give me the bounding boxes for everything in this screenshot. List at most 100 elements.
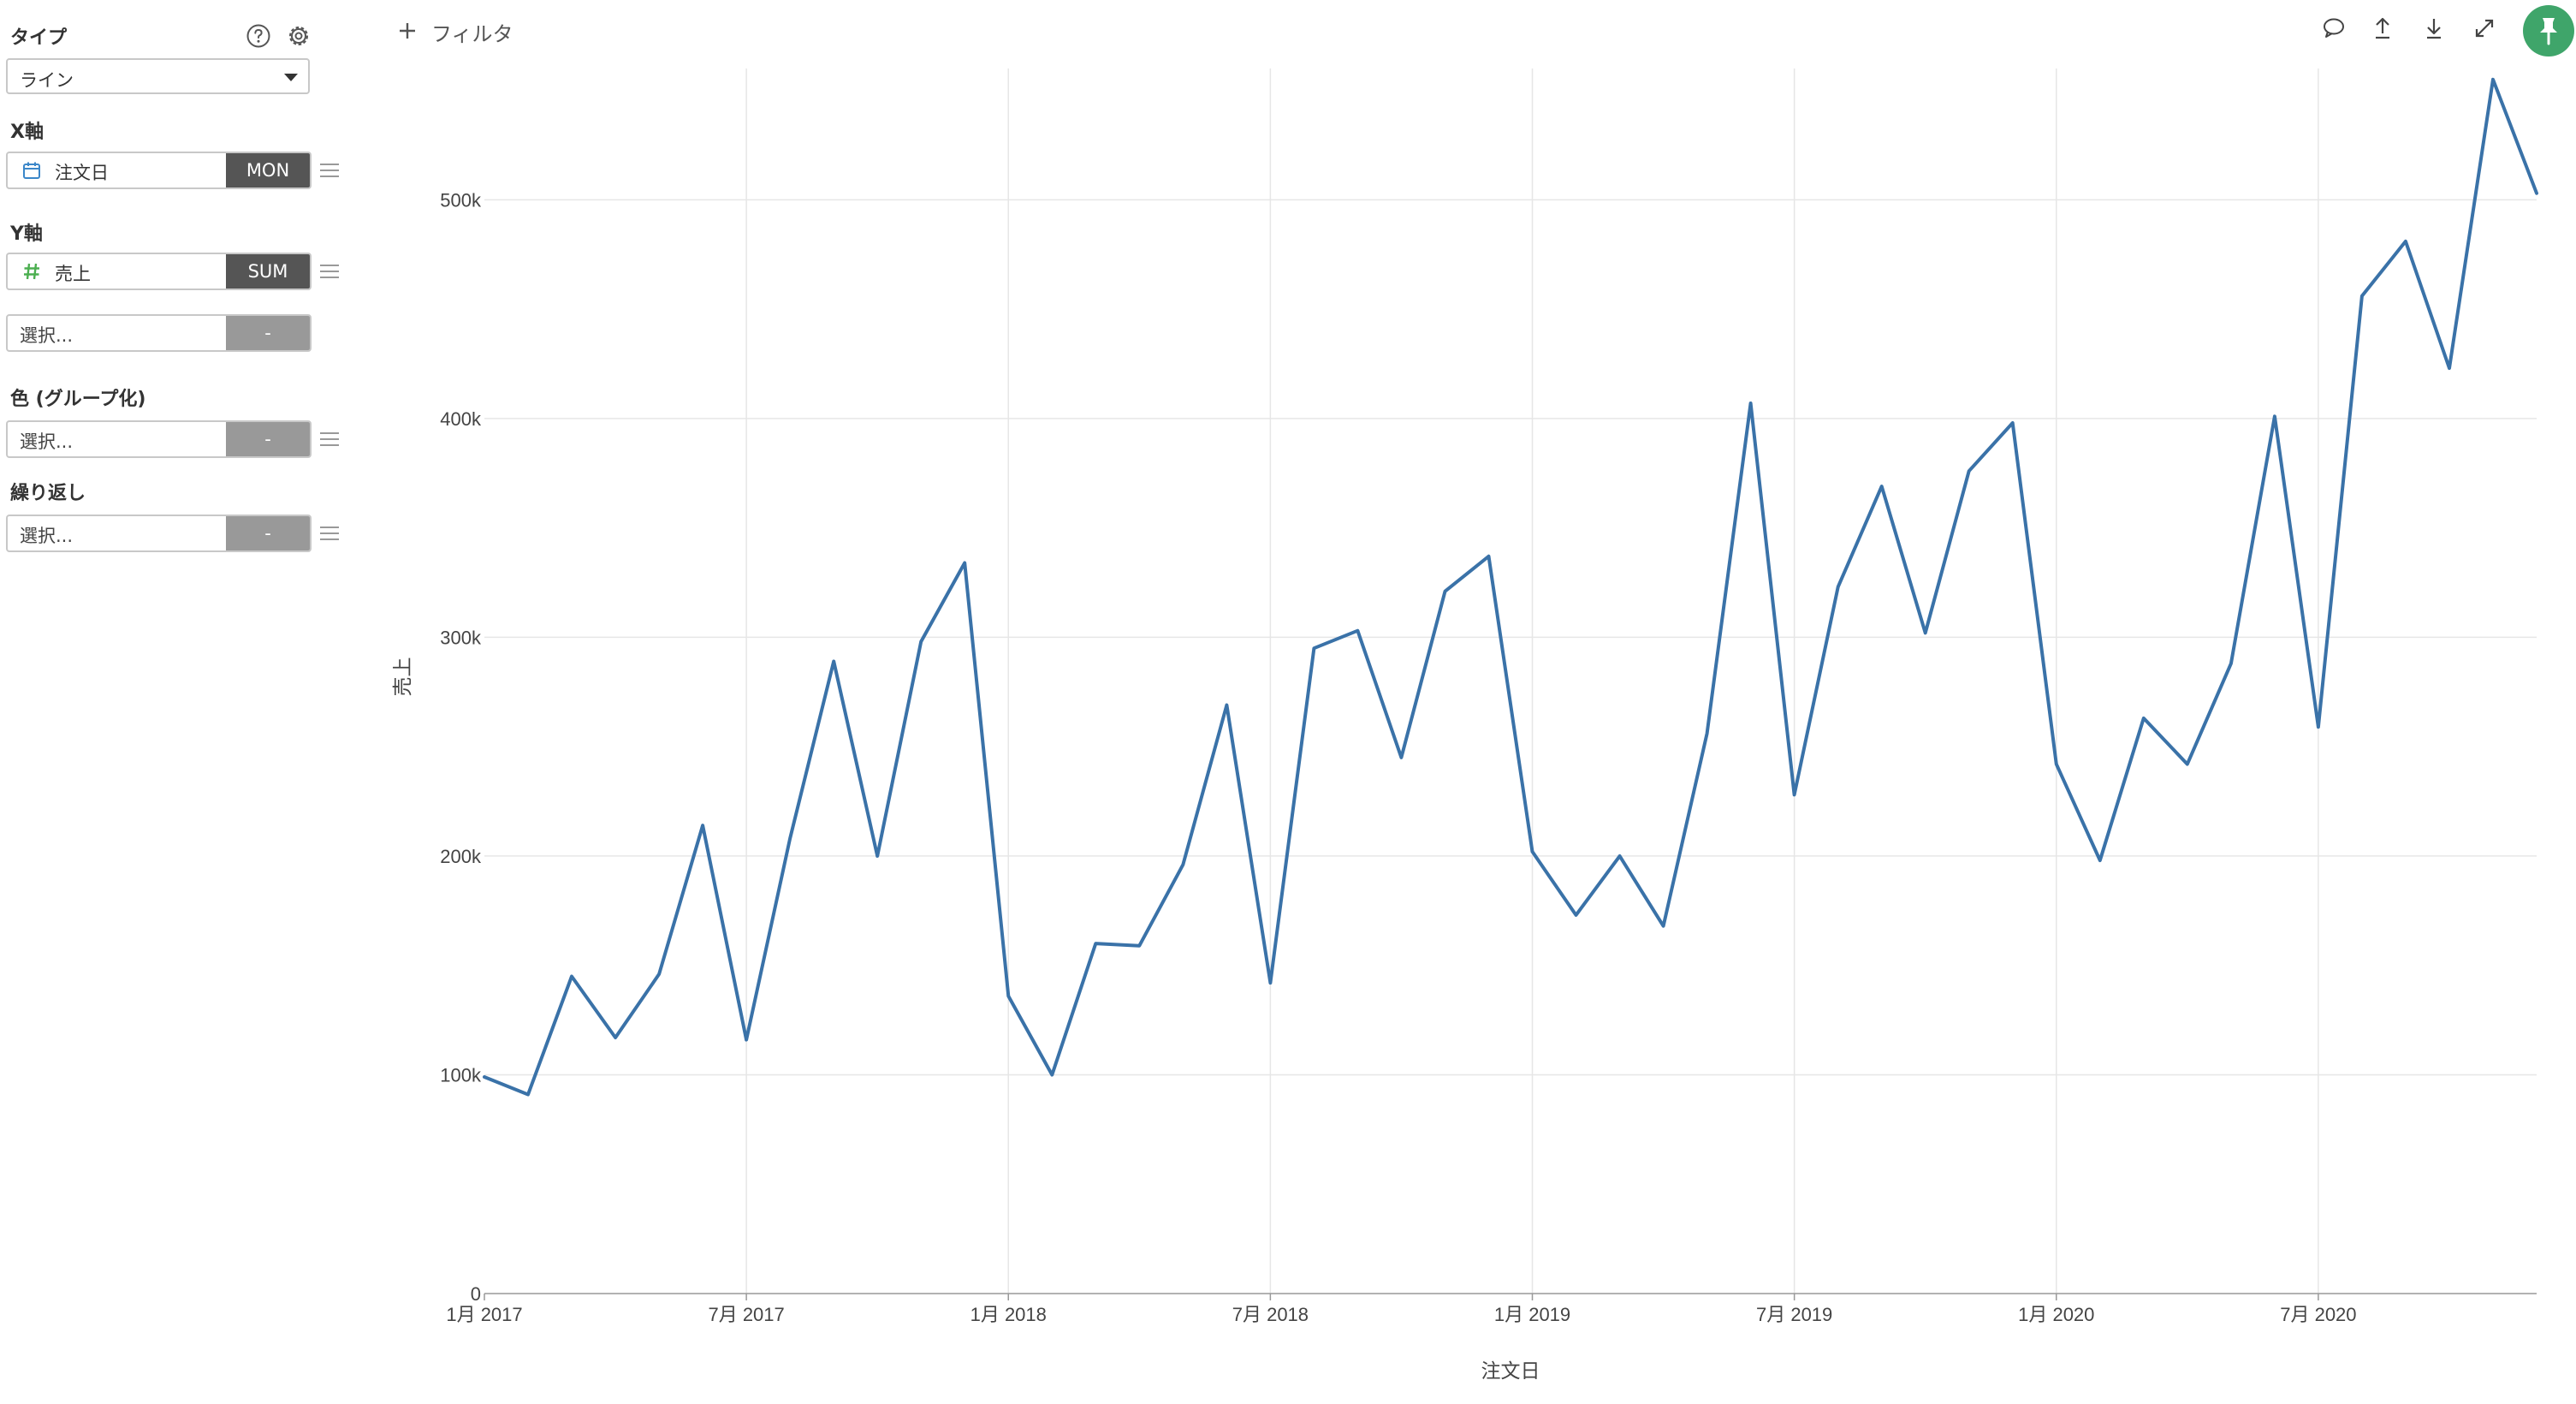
hash-icon [24, 263, 39, 280]
x-axis-drag-handle-icon[interactable] [320, 164, 339, 177]
chart-type-select[interactable]: ライン [6, 58, 310, 94]
data-point [962, 561, 967, 566]
repeat-section-label: 繰り返し [10, 483, 86, 504]
chart-type-value: ライン [20, 70, 74, 91]
x-axis-field: 注文日 MON [6, 152, 312, 189]
repeat-drag-handle-icon[interactable] [320, 526, 339, 540]
add-filter-label: フィルタ [431, 22, 513, 46]
data-point [1836, 585, 1841, 590]
type-section-label: タイプ [10, 27, 68, 49]
chart-canvas: 0 100k 200k 300k 400k 500k 1月 2017 7月 2017 1月 20… [392, 68, 2539, 1383]
chevron-down-icon [284, 74, 298, 81]
x-tick-label: 1月 2017 [446, 1304, 522, 1325]
help-icon[interactable] [246, 23, 271, 49]
y-tick-label: 0 [471, 1283, 481, 1305]
data-point [2054, 762, 2059, 767]
x-tick-label: 7月 2019 [1756, 1304, 1832, 1325]
y-axis-aggregation-button[interactable]: SUM [226, 254, 310, 289]
y-axis-section-label: Y軸 [10, 223, 43, 245]
data-point [1530, 849, 1535, 854]
data-point [1006, 993, 1011, 998]
series-line [483, 77, 2538, 1097]
data-point [1180, 862, 1185, 867]
data-point [1617, 854, 1623, 859]
plus-icon [400, 23, 415, 39]
data-point [787, 836, 792, 841]
data-point [1355, 628, 1360, 634]
x-tick-label: 1月 2018 [970, 1304, 1047, 1325]
y-axis-title: 売上 [392, 657, 414, 697]
y-axis-drag-handle-icon[interactable] [320, 265, 339, 278]
x-tick-label: 7月 2017 [708, 1304, 784, 1325]
x-tick-label: 1月 2020 [2018, 1304, 2094, 1325]
pin-icon [2540, 18, 2557, 45]
pin-button[interactable] [2523, 5, 2574, 57]
data-point [2534, 191, 2539, 196]
data-point [2272, 413, 2277, 419]
chart-settings-sidebar: タイプ ライン X軸 注文日 [0, 0, 368, 1404]
y-axis-field-name: 売上 [55, 264, 91, 284]
y-axis-extra-aggregation-button[interactable]: - [226, 316, 310, 350]
data-point [2141, 716, 2146, 721]
y-tick-label: 200k [440, 846, 482, 867]
y-tick-label: 500k [440, 189, 482, 211]
data-point [875, 854, 880, 859]
data-point [2403, 239, 2408, 244]
data-point [1442, 589, 1447, 594]
color-field: 選択... - [6, 420, 312, 458]
expand-icon[interactable] [2472, 15, 2497, 41]
data-point [2185, 762, 2190, 767]
color-field-selector[interactable]: 選択... [8, 422, 228, 456]
data-point [2359, 294, 2365, 299]
data-point [656, 972, 662, 977]
x-tick-label: 7月 2018 [1232, 1304, 1309, 1325]
y-axis-field-selector[interactable]: 売上 [8, 254, 228, 289]
data-point [2010, 420, 2015, 425]
data-point [1748, 401, 1754, 406]
y-axis-extra-field: 選択... - [6, 314, 312, 352]
x-axis-section-label: X軸 [10, 122, 44, 143]
download-icon[interactable] [2421, 15, 2447, 41]
repeat-field: 選択... - [6, 515, 312, 552]
repeat-aggregation-button[interactable]: - [226, 516, 310, 550]
data-point [2098, 858, 2103, 863]
color-drag-handle-icon[interactable] [320, 432, 339, 446]
data-point [1224, 703, 1229, 708]
y-axis-field: 売上 SUM [6, 253, 312, 290]
y-axis-extra-field-selector[interactable]: 選択... [8, 316, 228, 350]
data-point [525, 1092, 531, 1097]
gear-icon[interactable] [285, 22, 312, 50]
color-field-placeholder: 選択... [20, 431, 74, 452]
x-axis-title: 注文日 [1481, 1360, 1540, 1383]
y-tick-label: 300k [440, 627, 482, 648]
data-point [1093, 941, 1098, 946]
data-point [831, 659, 836, 664]
data-point [1661, 924, 1666, 929]
repeat-field-selector[interactable]: 選択... [8, 516, 228, 550]
upload-icon[interactable] [2370, 15, 2395, 41]
data-point [1705, 731, 1710, 736]
y-tick-label: 100k [440, 1064, 482, 1086]
data-point [2447, 366, 2452, 371]
y-tick-label: 400k [440, 408, 482, 430]
x-axis-aggregation-button[interactable]: MON [226, 153, 310, 187]
data-point [1398, 755, 1404, 760]
data-point [2316, 724, 2321, 729]
x-axis-field-selector[interactable]: 注文日 [8, 153, 228, 187]
x-tick-label: 1月 2019 [1494, 1304, 1570, 1325]
line-chart: 0 100k 200k 300k 400k 500k 1月 2017 7月 2017 1月 20… [377, 68, 2567, 1404]
data-point [744, 1038, 749, 1043]
repeat-field-placeholder: 選択... [20, 526, 74, 546]
data-point [1879, 484, 1885, 489]
color-section-label: 色 (グループ化) [10, 389, 146, 410]
data-point [613, 1035, 618, 1040]
comment-icon[interactable] [2321, 15, 2347, 41]
data-point [1923, 630, 1928, 635]
data-point [569, 973, 574, 979]
color-aggregation-button[interactable]: - [226, 422, 310, 456]
x-tick-label: 7月 2020 [2280, 1304, 2356, 1325]
data-point [918, 640, 923, 645]
data-point [1137, 943, 1142, 949]
data-point [1574, 913, 1579, 918]
data-point [1486, 554, 1491, 559]
